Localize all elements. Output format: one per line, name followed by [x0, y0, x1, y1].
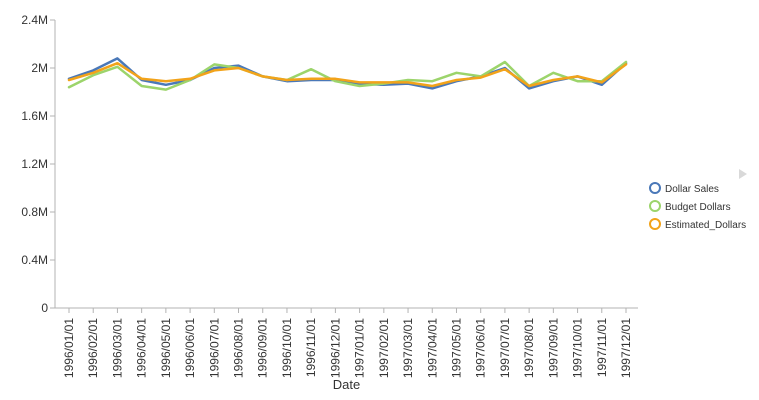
x-tick-label: 1997/10/01 [571, 318, 585, 378]
x-tick-label: 1996/08/01 [232, 318, 246, 378]
legend-label: Dollar Sales [665, 184, 719, 195]
x-tick-label: 1997/07/01 [498, 318, 512, 378]
legend-marker-icon [649, 182, 661, 194]
y-tick-label: 2M [31, 61, 48, 75]
x-tick-label: 1997/11/01 [595, 318, 609, 377]
x-tick-label: 1996/10/01 [280, 318, 294, 378]
x-tick-label: 1996/07/01 [207, 318, 221, 378]
legend-label: Budget Dollars [665, 202, 731, 213]
x-tick-label: 1996/05/01 [159, 318, 173, 378]
x-axis: 1996/01/01 1996/02/01 1996/03/01 1996/04/01… [55, 307, 638, 392]
series-lines [67, 57, 628, 91]
x-tick-label: 1997/02/01 [377, 318, 391, 378]
y-axis: 0 0.4M 0.8M 1.2M 1.6M 2M 2.4M [21, 13, 56, 315]
series-line [67, 61, 628, 88]
y-tick-label: 0.8M [21, 205, 48, 219]
legend-label: Estimated_Dollars [665, 220, 746, 231]
x-tick-label: 1997/01/01 [353, 318, 367, 378]
x-tick-label: 1996/02/01 [86, 318, 100, 378]
x-tick-label: 1996/01/01 [62, 318, 76, 378]
y-tick-label: 0.4M [21, 253, 48, 267]
legend-marker-icon [649, 218, 661, 230]
x-tick-label: 1997/06/01 [474, 318, 488, 378]
x-axis-title: Date [333, 377, 360, 392]
x-tick-label: 1997/08/01 [522, 318, 536, 378]
legend: Dollar Sales Budget Dollars Estimated_Doll… [649, 182, 746, 231]
legend-scroll-arrow-icon[interactable] [739, 169, 747, 179]
x-tick-label: 1996/04/01 [135, 318, 149, 378]
x-tick-label: 1997/05/01 [449, 318, 463, 378]
x-tick-label: 1997/09/01 [546, 318, 560, 378]
x-tick-label: 1996/03/01 [110, 318, 124, 378]
x-tick-label: 1997/04/01 [425, 318, 439, 378]
y-tick-label: 0 [41, 301, 48, 315]
legend-marker-icon [649, 200, 661, 212]
x-tick-label: 1997/12/01 [619, 318, 633, 378]
x-tick-label: 1996/11/01 [304, 318, 318, 377]
x-tick-label: 1996/12/01 [328, 318, 342, 378]
y-tick-label: 1.6M [21, 109, 48, 123]
y-tick-label: 2.4M [21, 13, 48, 27]
x-tick-label: 1996/06/01 [183, 318, 197, 378]
x-tick-label: 1997/03/01 [401, 318, 415, 378]
x-tick-label: 1996/09/01 [256, 318, 270, 378]
y-tick-label: 1.2M [21, 157, 48, 171]
